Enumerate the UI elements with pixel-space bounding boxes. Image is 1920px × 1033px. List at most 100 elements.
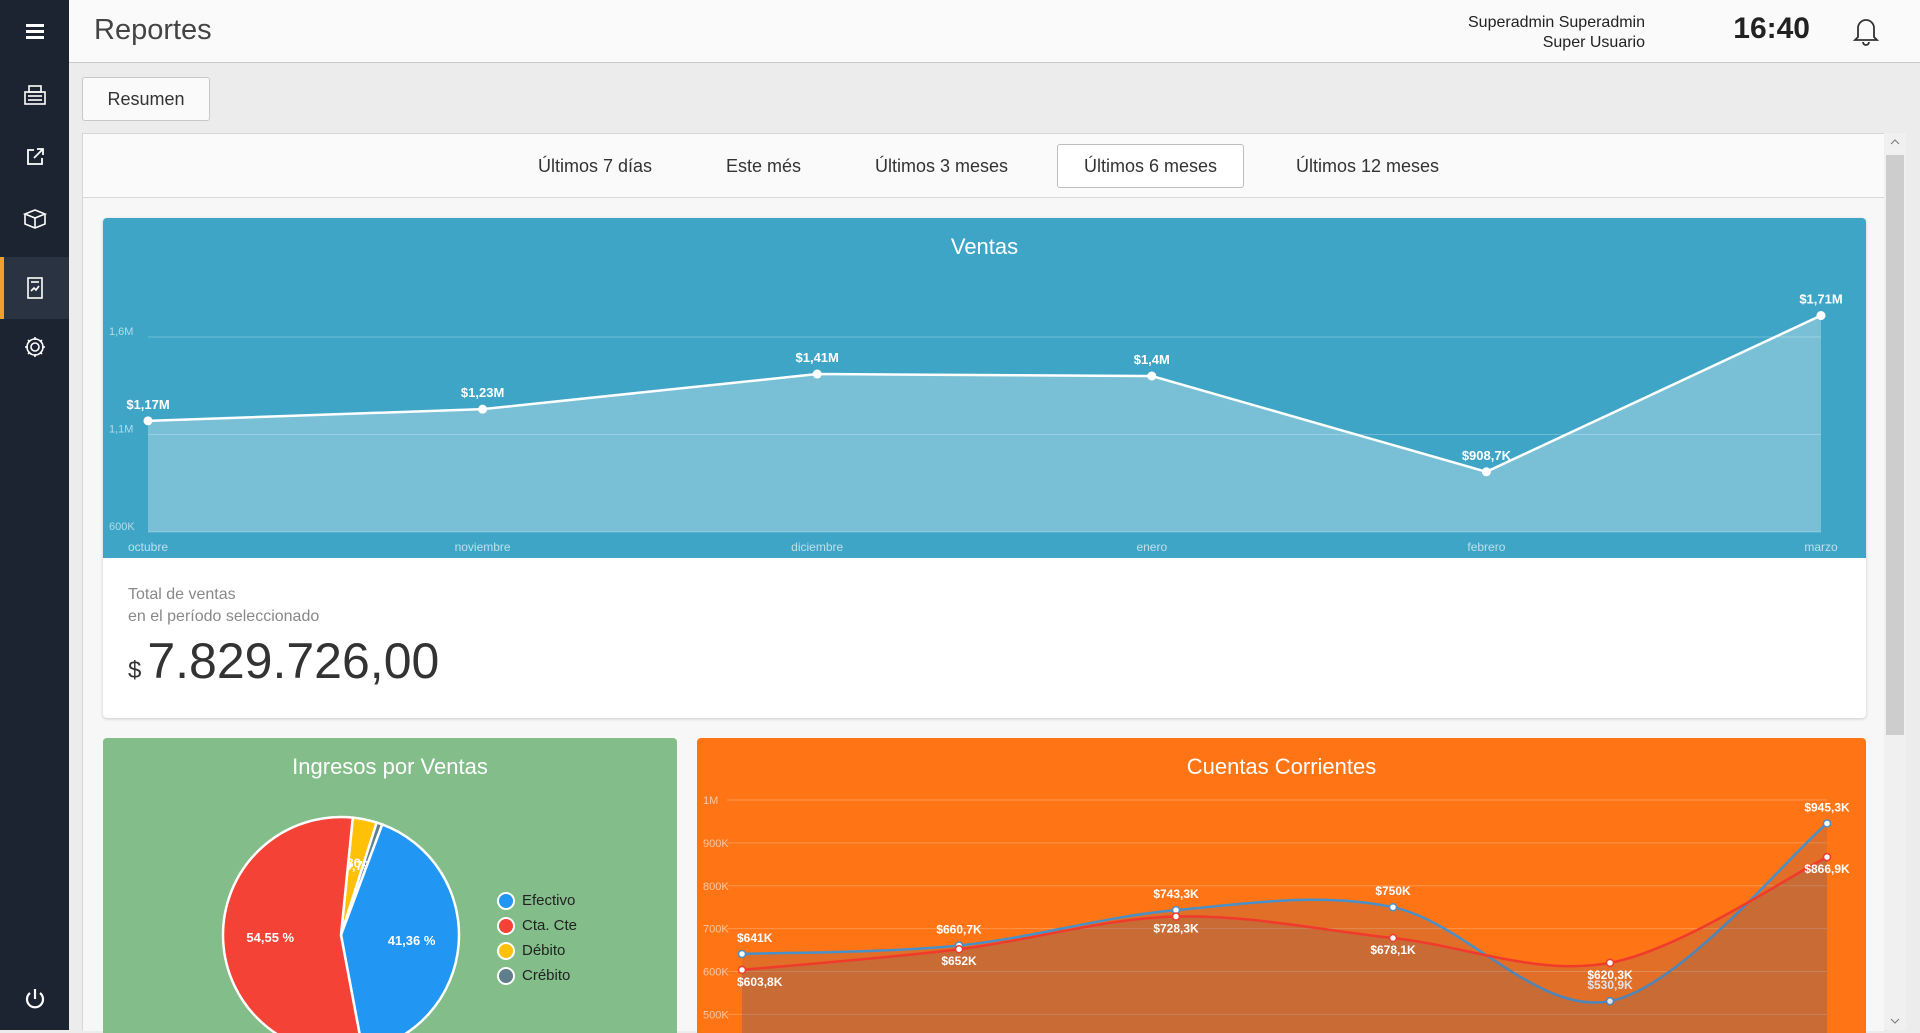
data-point [1822, 852, 1832, 862]
data-label: $750K [1375, 884, 1411, 898]
ventas-line [147, 314, 1822, 474]
series-line [741, 822, 1828, 1004]
x-tick-label: diciembre [791, 540, 843, 554]
user-info: Superadmin Superadmin Super Usuario [1468, 13, 1645, 53]
data-label: $1,17M [126, 397, 169, 412]
cuentas-card: Cuentas Corrientes 500K 600K 700K 800K 900K 1… [697, 738, 1866, 1033]
data-label: $1,23M [461, 385, 504, 400]
period-7-days[interactable]: Últimos 7 días [538, 155, 653, 176]
tab-resumen[interactable]: Resumen [82, 77, 210, 121]
y-tick-label: 1,6M [109, 326, 133, 338]
period-selector: Últimos 7 días Este més Últimos 3 meses … [83, 134, 1885, 198]
legend-swatch [497, 966, 515, 985]
legend-item[interactable]: Crébito [497, 963, 577, 988]
data-point [1388, 902, 1398, 912]
data-label: $678,1K [1370, 943, 1416, 957]
data-label: $728,3K [1153, 922, 1199, 936]
external-link-icon [26, 148, 44, 165]
sidebar-item-export[interactable] [0, 126, 69, 188]
x-tick-label: febrero [1467, 540, 1505, 554]
series-area [742, 823, 1827, 1033]
ventas-title: Ventas [950, 234, 1019, 259]
power-icon [25, 989, 44, 1009]
data-label: $1,71M [1799, 292, 1842, 307]
data-point [1605, 996, 1615, 1006]
scrollbar[interactable] [1884, 133, 1906, 1030]
data-point [1605, 958, 1615, 968]
data-point [1147, 371, 1157, 381]
data-point [1816, 311, 1826, 321]
legend-swatch [497, 891, 515, 910]
period-this-month[interactable]: Este més [726, 155, 802, 176]
sidebar-item-settings[interactable] [0, 316, 69, 378]
data-point [1388, 933, 1398, 943]
report-panel: Últimos 7 días Este més Últimos 3 meses … [82, 133, 1886, 1033]
bell-icon[interactable] [1850, 13, 1882, 47]
legend-label: Efectivo [522, 892, 576, 909]
total-amount: 7.829.726,00 [147, 633, 440, 689]
pie-slice [221, 815, 361, 1033]
y-tick-label: 600K [703, 967, 729, 979]
pie-label: 54,55 % [246, 930, 294, 945]
legend-label: Cta. Cte [522, 917, 578, 934]
legend-label: Crébito [522, 967, 571, 984]
data-point [1822, 819, 1832, 828]
x-tick-label: enero [1136, 540, 1167, 554]
gear-icon [24, 337, 45, 357]
menu-icon [25, 24, 44, 39]
data-label: $641K [737, 931, 773, 945]
sidebar-item-logout[interactable] [0, 968, 69, 1030]
data-point [954, 944, 964, 954]
ventas-area [148, 315, 1821, 532]
data-point [737, 949, 747, 959]
sidebar-item-pos[interactable] [0, 64, 69, 126]
data-point [812, 369, 822, 379]
pie-slice [339, 822, 461, 1033]
x-tick-label: octubre [128, 540, 168, 554]
data-point [1481, 467, 1491, 477]
menu-button[interactable] [0, 0, 69, 62]
legend-item[interactable]: Efectivo [497, 888, 577, 913]
data-label: $908,7K [1462, 448, 1512, 463]
ventas-card: Ventas 600K 1,1M 1,6M $1,17M octubre $1,23M no… [103, 218, 1866, 718]
ingresos-pie-chart: 3,30 %0,79 %41,36 %54,55 % [221, 815, 461, 1033]
y-tick-label: 700K [703, 924, 729, 936]
y-tick-label: 500K [703, 1009, 729, 1021]
pie-label: 41,36 % [388, 933, 436, 948]
data-label: $620,3K [1587, 968, 1633, 982]
scroll-up-icon[interactable] [1884, 133, 1906, 151]
series-area [742, 857, 1827, 1033]
register-icon [23, 85, 46, 105]
clock: 16:40 [1733, 12, 1810, 45]
data-point [478, 404, 488, 414]
data-label: $652K [941, 954, 977, 968]
cuentas-chart-svg: 500K 600K 700K 800K 900K 1M $641K $660,7K $743,3… [703, 795, 1850, 1033]
box-icon [22, 209, 47, 229]
data-label: $530,9K [1587, 978, 1633, 992]
ingresos-title: Ingresos por Ventas [292, 754, 488, 779]
period-6-months[interactable]: Últimos 6 meses [1057, 144, 1245, 188]
data-point [1171, 912, 1181, 921]
legend-swatch [497, 941, 515, 960]
data-label: $660,7K [936, 923, 982, 937]
ingresos-card: Ingresos por Ventas 3,30 % 0,79 % 41,36 % 5… [103, 738, 677, 1033]
data-point [143, 416, 153, 426]
ventas-chart: Ventas 600K 1,1M 1,6M $1,17M octubre $1,23M no… [103, 218, 1866, 558]
scroll-thumb[interactable] [1886, 155, 1904, 735]
data-label: $1,41M [796, 350, 839, 365]
period-12-months[interactable]: Últimos 12 meses [1296, 155, 1440, 176]
legend-item[interactable]: Débito [497, 938, 577, 963]
scroll-down-icon[interactable] [1884, 1012, 1906, 1030]
period-3-months[interactable]: Últimos 3 meses [875, 155, 1009, 176]
series-line [741, 855, 1828, 972]
sidebar-item-reports[interactable] [0, 257, 69, 319]
x-tick-label: noviembre [455, 540, 511, 554]
y-tick-label: 1,1M [109, 424, 133, 436]
pie-legend: Efectivo Cta. Cte Débito Crébito [497, 888, 577, 988]
data-label: $743,3K [1153, 887, 1199, 901]
currency-symbol: $ [128, 657, 142, 684]
total-label-line2: en el período seleccionado [128, 608, 320, 625]
sidebar-item-products[interactable] [0, 188, 69, 250]
y-tick-label: 900K [703, 838, 729, 850]
legend-item[interactable]: Cta. Cte [497, 913, 577, 938]
